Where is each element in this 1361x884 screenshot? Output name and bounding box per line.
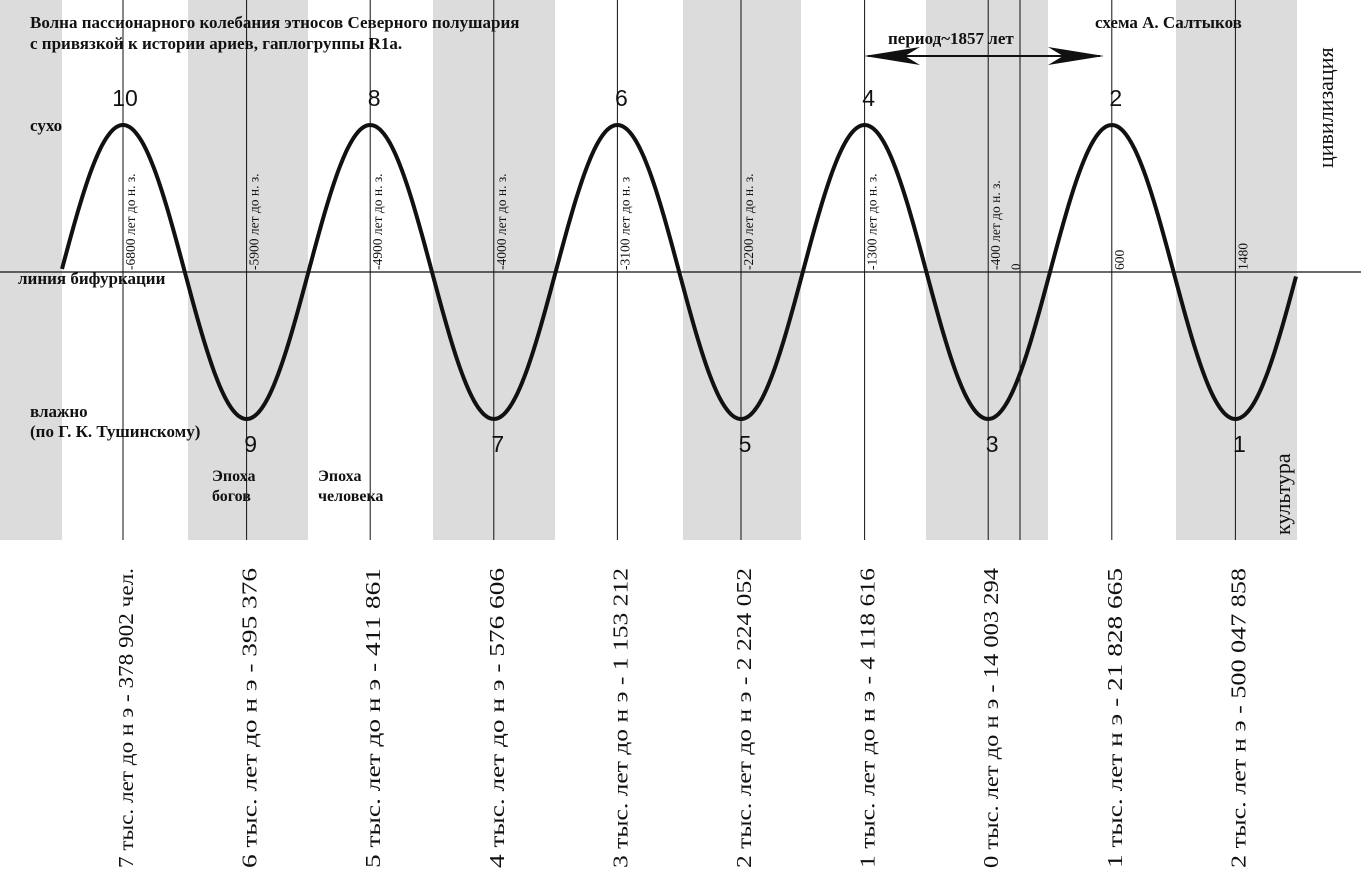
extremum-number: 6 <box>615 85 628 111</box>
year-label: 600 <box>1112 250 1127 271</box>
extremum-number: 1 <box>1233 431 1246 457</box>
population-label: 0 тыс. лет до н э - 14 003 294 <box>979 567 1003 868</box>
title-line-1: Волна пассионарного колебания этносов Се… <box>30 13 519 32</box>
wet-label: влажно <box>30 402 88 421</box>
background-band <box>1176 0 1297 540</box>
civilization-label: цивилизация <box>1313 47 1338 168</box>
year-label: -1300 лет до н. з. <box>865 173 880 270</box>
extremum-number: 2 <box>1109 85 1122 111</box>
background-bands <box>0 0 1297 540</box>
population-label: 3 тыс. лет до н э - 1 153 212 <box>608 568 632 868</box>
background-band <box>683 0 801 540</box>
background-band <box>926 0 1048 540</box>
epoch-human-label-1: Эпоха <box>318 468 361 485</box>
year-label: -6800 лет до н. з. <box>123 173 138 270</box>
epoch-gods-label-2: богов <box>212 488 251 505</box>
period-arrow <box>864 47 1104 65</box>
dry-label: сухо <box>30 116 62 135</box>
population-label: 2 тыс. лет до н э - 2 224 052 <box>732 568 756 868</box>
population-label: 2 тыс. лет н э - 500 047 858 <box>1226 568 1250 868</box>
year-label: -4900 лет до н. з. <box>370 173 385 270</box>
epoch-gods-label-1: Эпоха <box>212 468 255 485</box>
population-label: 6 тыс. лет до н э - 395 376 <box>238 568 262 868</box>
year-label: -5900 лет до н. з. <box>247 173 262 270</box>
extremum-number: 7 <box>491 431 504 457</box>
vertical-guide-lines <box>122 0 1236 540</box>
year-label: -4000 лет до н. з. <box>494 173 509 270</box>
year-labels: -6800 лет до н. з. -5900 лет до н. з. -490… <box>123 173 1250 270</box>
population-label: 1 тыс. лет н э - 21 828 665 <box>1103 568 1127 868</box>
population-label: 5 тыс. лет до н э - 411 861 <box>361 568 385 868</box>
population-label: 1 тыс. лет до н э - 4 118 616 <box>856 568 880 868</box>
population-label: 7 тыс. лет до н э - 378 902 чел. <box>114 568 138 868</box>
population-labels: 7 тыс. лет до н э - 378 902 чел. 6 тыс. л… <box>114 567 1250 868</box>
culture-label: культура <box>1270 453 1295 535</box>
passionarity-wave <box>60 123 1298 421</box>
extremum-number: 4 <box>862 85 875 111</box>
extremum-number: 5 <box>739 431 752 457</box>
extremum-number: 8 <box>368 85 381 111</box>
wet-source-label: (по Г. К. Тушинскому) <box>30 422 200 441</box>
year-label: 1480 <box>1235 243 1250 270</box>
epoch-human-label-2: человека <box>318 488 383 505</box>
period-label: период~1857 лет <box>888 29 1014 48</box>
extrema-numbers: 10 9 8 7 6 5 4 3 2 1 <box>112 85 1246 457</box>
year-label: -3100 лет до н. з <box>617 177 632 270</box>
extremum-number: 9 <box>244 431 257 457</box>
author-credit: схема А. Салтыков <box>1095 13 1242 32</box>
population-label: 4 тыс. лет до н э - 576 606 <box>485 568 509 868</box>
bifurcation-label: линия бифуркации <box>18 269 166 288</box>
extremum-number: 10 <box>112 85 138 111</box>
background-band <box>188 0 308 540</box>
title-line-2: с привязкой к истории ариев, гаплогруппы… <box>30 34 402 53</box>
year-label: -400 лет до н. з. <box>988 180 1003 270</box>
year-label: -2200 лет до н. з. <box>741 173 756 270</box>
extremum-number: 3 <box>986 431 999 457</box>
zero-year-label: 0 <box>1008 264 1023 271</box>
background-band <box>0 0 62 540</box>
